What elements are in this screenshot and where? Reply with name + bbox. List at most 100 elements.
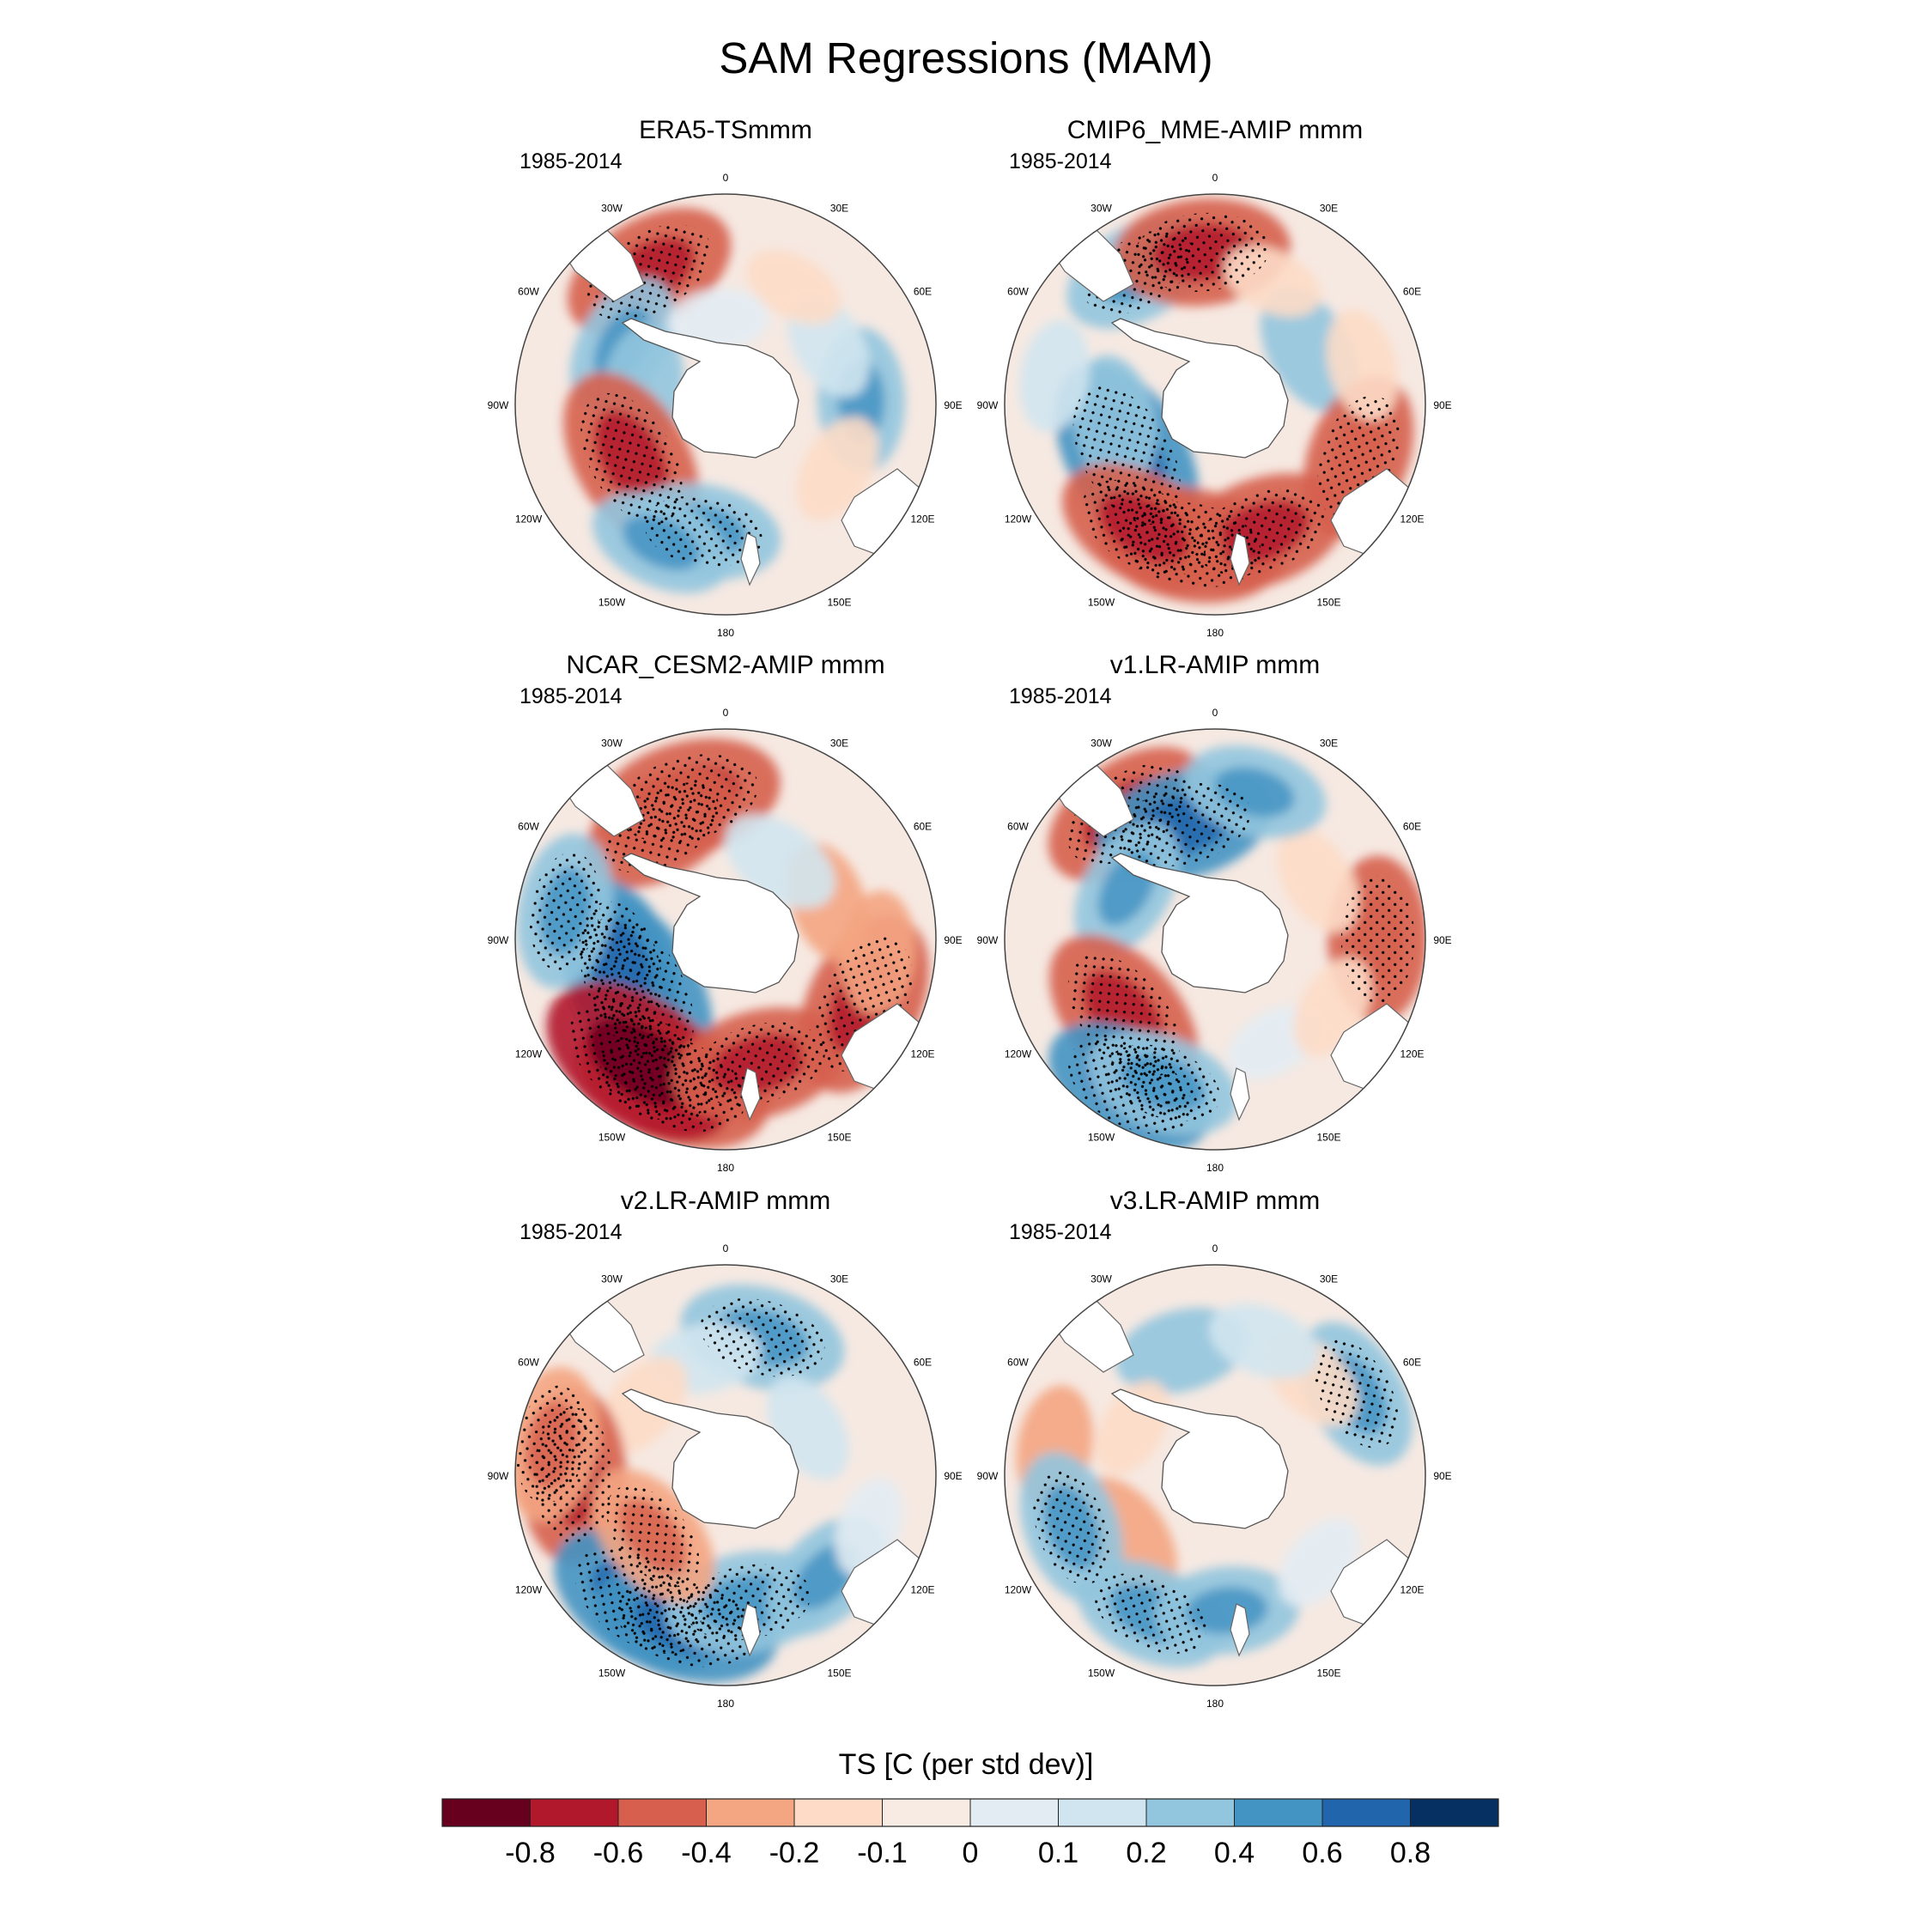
- map-border: [514, 193, 937, 616]
- map-border: [1004, 1264, 1426, 1686]
- antarctica: [1110, 853, 1289, 993]
- land-mass: [740, 532, 761, 586]
- land-mass: [1364, 219, 1403, 259]
- longitude-label: 150W: [1088, 596, 1115, 608]
- colorbar-swatch: [1410, 1799, 1499, 1826]
- period-label: 1985-2014: [1009, 1220, 1112, 1244]
- significance-stipple: [700, 1298, 825, 1377]
- longitude-label: 30W: [1091, 1273, 1112, 1285]
- panel-title: NCAR_CESM2-AMIP mmm: [566, 651, 884, 679]
- longitude-label: 150E: [1316, 1131, 1340, 1143]
- longitude-label: 120W: [1005, 1584, 1032, 1596]
- significance-stipple: [692, 1022, 825, 1106]
- longitude-label: 30W: [1091, 738, 1112, 750]
- longitude-label: 150W: [598, 596, 626, 608]
- longitude-label: 90E: [1433, 399, 1451, 411]
- colorbar-swatch: [530, 1799, 619, 1826]
- colorbar-swatch: [1322, 1799, 1411, 1826]
- longitude-label: 120W: [515, 513, 543, 526]
- colorbar-tick-label: -0.8: [505, 1837, 556, 1869]
- longitude-label: 120W: [515, 1048, 543, 1060]
- longitude-label: 150W: [1088, 1131, 1115, 1143]
- anomaly-layer: [515, 1284, 928, 1683]
- significance-stipple: [1196, 488, 1327, 576]
- longitude-label: 60W: [518, 821, 539, 833]
- significance-stipple: [1340, 875, 1415, 1004]
- period-label: 1985-2014: [1009, 149, 1112, 173]
- longitude-label: 60W: [518, 1357, 539, 1369]
- longitude-label: 60E: [914, 1357, 932, 1369]
- land-mass: [1230, 1067, 1250, 1121]
- significance-stipple: [1105, 1044, 1220, 1121]
- significance-stipple: [516, 1385, 587, 1504]
- longitude-label: 60W: [1007, 1357, 1029, 1369]
- colorbar-swatch: [706, 1799, 795, 1826]
- longitude-label: 30W: [601, 203, 623, 215]
- longitude-label: 90E: [944, 399, 962, 411]
- land-mass: [1230, 1603, 1250, 1657]
- significance-stipple: [579, 901, 663, 1034]
- colorbar-tick-label: -0.2: [769, 1837, 820, 1869]
- significance-stipple: [580, 392, 683, 525]
- longitude-label: 0: [723, 172, 729, 184]
- longitude-label: 0: [1212, 1242, 1218, 1255]
- colorbar-swatch: [442, 1799, 531, 1826]
- map-panel-3: NCAR_CESM2-AMIP mmm 1985-2014 0 30E 60E 90E 12…: [488, 651, 963, 1174]
- longitude-label: 120W: [515, 1584, 543, 1596]
- longitude-label: 60E: [1403, 821, 1421, 833]
- significance-stipple: [1118, 782, 1251, 866]
- longitude-label: 30E: [1320, 1273, 1338, 1285]
- longitude-label: 90E: [1433, 1470, 1451, 1482]
- antarctica: [1110, 1388, 1289, 1529]
- map-panel-1: ERA5-TSmmm 1985-2014 0 30E 60E 90E 120E 150E 180…: [488, 116, 963, 639]
- land-mass: [875, 219, 914, 259]
- longitude-label: 60E: [1403, 1357, 1421, 1369]
- significance-stipple: [1314, 1339, 1399, 1449]
- map-panel-4: v1.LR-AMIP mmm 1985-2014 0 30E 60E 90E 120E 150…: [977, 651, 1452, 1174]
- longitude-label: 180: [717, 1698, 734, 1710]
- longitude-label: 150E: [1316, 1667, 1340, 1679]
- longitude-label: 30E: [830, 203, 848, 215]
- longitude-label: 90W: [977, 1470, 999, 1482]
- anomaly-blob: [1277, 828, 1359, 933]
- colorbar: -0.8 -0.6 -0.4 -0.2 -0.1 0 0.1 0.2 0.4 0.6 0.8: [441, 1798, 1499, 1869]
- colorbar-swatch: [1234, 1799, 1323, 1826]
- panel-title: v3.LR-AMIP mmm: [1110, 1187, 1320, 1215]
- colorbar-swatch: [970, 1799, 1059, 1826]
- antarctica: [621, 318, 799, 459]
- land-mass: [740, 1067, 761, 1121]
- longitude-label: 150E: [827, 596, 851, 608]
- map-border: [514, 728, 937, 1151]
- colorbar-swatch: [1058, 1799, 1147, 1826]
- significance-stipple: [568, 1002, 711, 1121]
- longitude-label: 30W: [1091, 203, 1112, 215]
- period-label: 1985-2014: [1009, 684, 1112, 708]
- land-mass: [1364, 1290, 1403, 1330]
- longitude-label: 180: [1206, 1162, 1224, 1174]
- longitude-label: 0: [1212, 707, 1218, 719]
- land-mass: [740, 1603, 761, 1657]
- antarctica: [621, 1388, 799, 1529]
- longitude-label: 120E: [910, 1048, 934, 1060]
- antarctica: [1110, 318, 1289, 459]
- longitude-label: 60W: [1007, 821, 1029, 833]
- longitude-label: 60E: [1403, 286, 1421, 298]
- colorbar-tick-label: -0.1: [857, 1837, 908, 1869]
- antarctica: [621, 853, 799, 993]
- longitude-label: 90E: [944, 934, 962, 946]
- colorbar-swatch: [794, 1799, 883, 1826]
- longitude-label: 60W: [1007, 286, 1029, 298]
- longitude-label: 0: [723, 707, 729, 719]
- colorbar-tick-label: 0.1: [1038, 1837, 1078, 1869]
- longitude-label: 30E: [1320, 738, 1338, 750]
- longitude-label: 90E: [944, 1470, 962, 1482]
- anomaly-blob: [746, 249, 841, 325]
- map-panel-5: v2.LR-AMIP mmm 1985-2014 0 30E 60E 90E 120E 150…: [488, 1187, 963, 1710]
- longitude-label: 120W: [1005, 1048, 1032, 1060]
- longitude-label: 90W: [488, 1470, 509, 1482]
- land-mass: [875, 754, 914, 794]
- land-mass: [875, 1290, 914, 1330]
- land-mass: [1230, 532, 1250, 586]
- significance-stipple: [1133, 212, 1270, 292]
